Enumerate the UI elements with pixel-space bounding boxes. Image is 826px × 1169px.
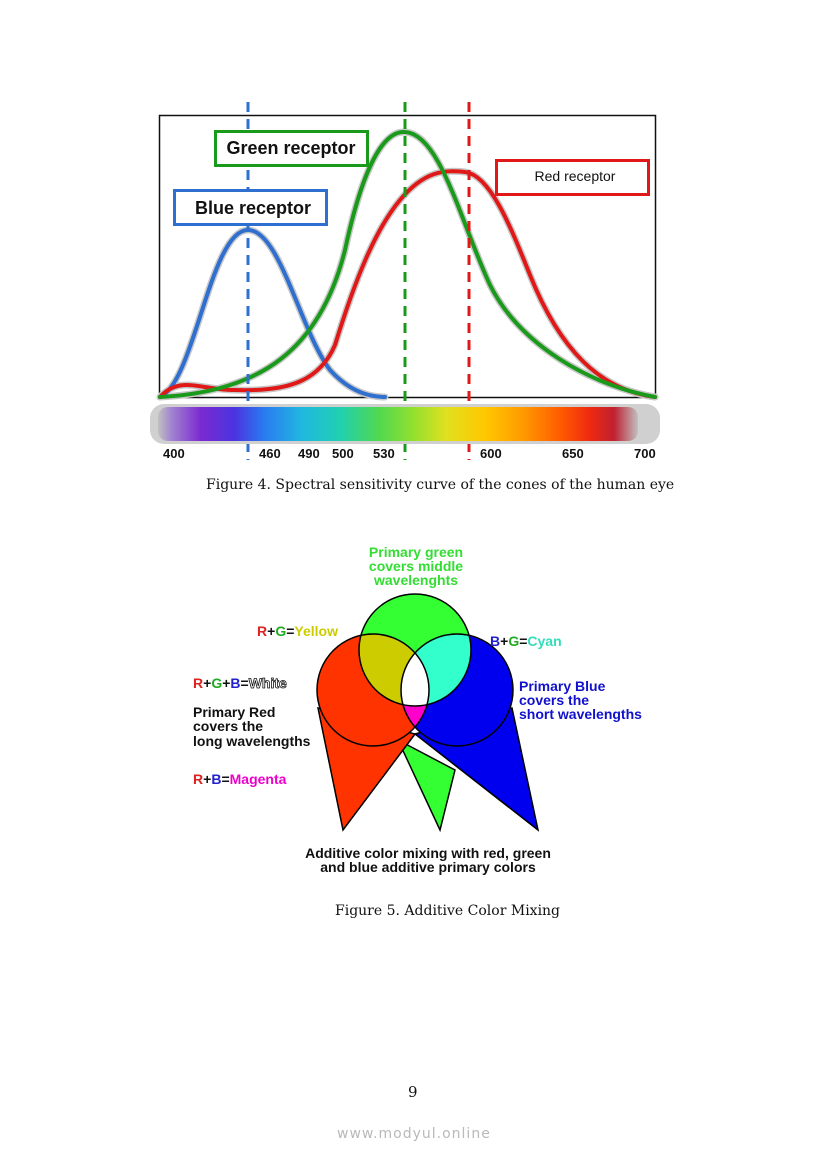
- visible-spectrum-band: [158, 407, 638, 441]
- magenta-equation: R+B=Magenta: [193, 771, 287, 787]
- blue-desc-line: short wavelengths: [519, 706, 642, 722]
- figure-4-caption: Figure 4. Spectral sensitivity curve of …: [206, 477, 675, 493]
- white-equation: R+G+B=White: [193, 675, 287, 691]
- figure-5-caption: Figure 5. Additive Color Mixing: [335, 903, 561, 919]
- red-receptor-label: Red receptor: [535, 168, 616, 184]
- circle-outlines: [316, 593, 514, 747]
- blue-desc-line: covers the: [519, 692, 589, 708]
- red-description: Primary Red covers the long wavelengths: [193, 704, 311, 749]
- additive-color-mixing-diagram: Primary green covers middle wavelenghts …: [193, 544, 642, 875]
- red-desc-line: covers the: [193, 718, 263, 734]
- page-number: 9: [408, 1083, 418, 1101]
- red-receptor-curve: [158, 169, 657, 399]
- wavelength-ticks: 400 460 490 500 530 600 650 700: [163, 446, 656, 461]
- tick-label: 400: [163, 446, 185, 461]
- red-receptor-box: [495, 159, 650, 196]
- blue-description: Primary Blue covers the short wavelength…: [519, 678, 642, 722]
- blue-receptor-label: Blue receptor: [195, 198, 311, 218]
- mixing-description: Additive color mixing with red, green an…: [305, 845, 551, 875]
- blue-receptor-curve: [158, 227, 387, 399]
- tick-label: 700: [634, 446, 656, 461]
- spectral-sensitivity-chart: Green receptor Blue receptor Red recepto…: [150, 102, 660, 461]
- mixing-desc-line: Additive color mixing with red, green: [305, 845, 551, 861]
- green-description: Primary green covers middle wavelenghts: [369, 544, 463, 588]
- green-desc-line: wavelenghts: [373, 572, 458, 588]
- tick-label: 460: [259, 446, 281, 461]
- cyan-equation: B+G=Cyan: [490, 633, 562, 649]
- blue-receptor-box: [173, 189, 328, 226]
- green-receptor-box: [214, 130, 369, 167]
- green-cone: [396, 738, 456, 833]
- green-receptor-curve: [158, 130, 657, 399]
- mixing-desc-line: and blue additive primary colors: [320, 859, 536, 875]
- yellow-equation: R+G=Yellow: [257, 623, 338, 639]
- green-receptor-label: Green receptor: [226, 138, 355, 158]
- tick-label: 600: [480, 446, 502, 461]
- tick-label: 530: [373, 446, 395, 461]
- red-desc-line: long wavelengths: [193, 733, 311, 749]
- red-desc-line: Primary Red: [193, 704, 275, 720]
- tick-label: 650: [562, 446, 584, 461]
- tick-label: 500: [332, 446, 354, 461]
- watermark: www.modyul.online: [337, 1126, 491, 1142]
- tick-label: 490: [298, 446, 320, 461]
- green-desc-line: Primary green: [369, 544, 463, 560]
- blue-desc-line: Primary Blue: [519, 678, 606, 694]
- green-desc-line: covers middle: [369, 558, 463, 574]
